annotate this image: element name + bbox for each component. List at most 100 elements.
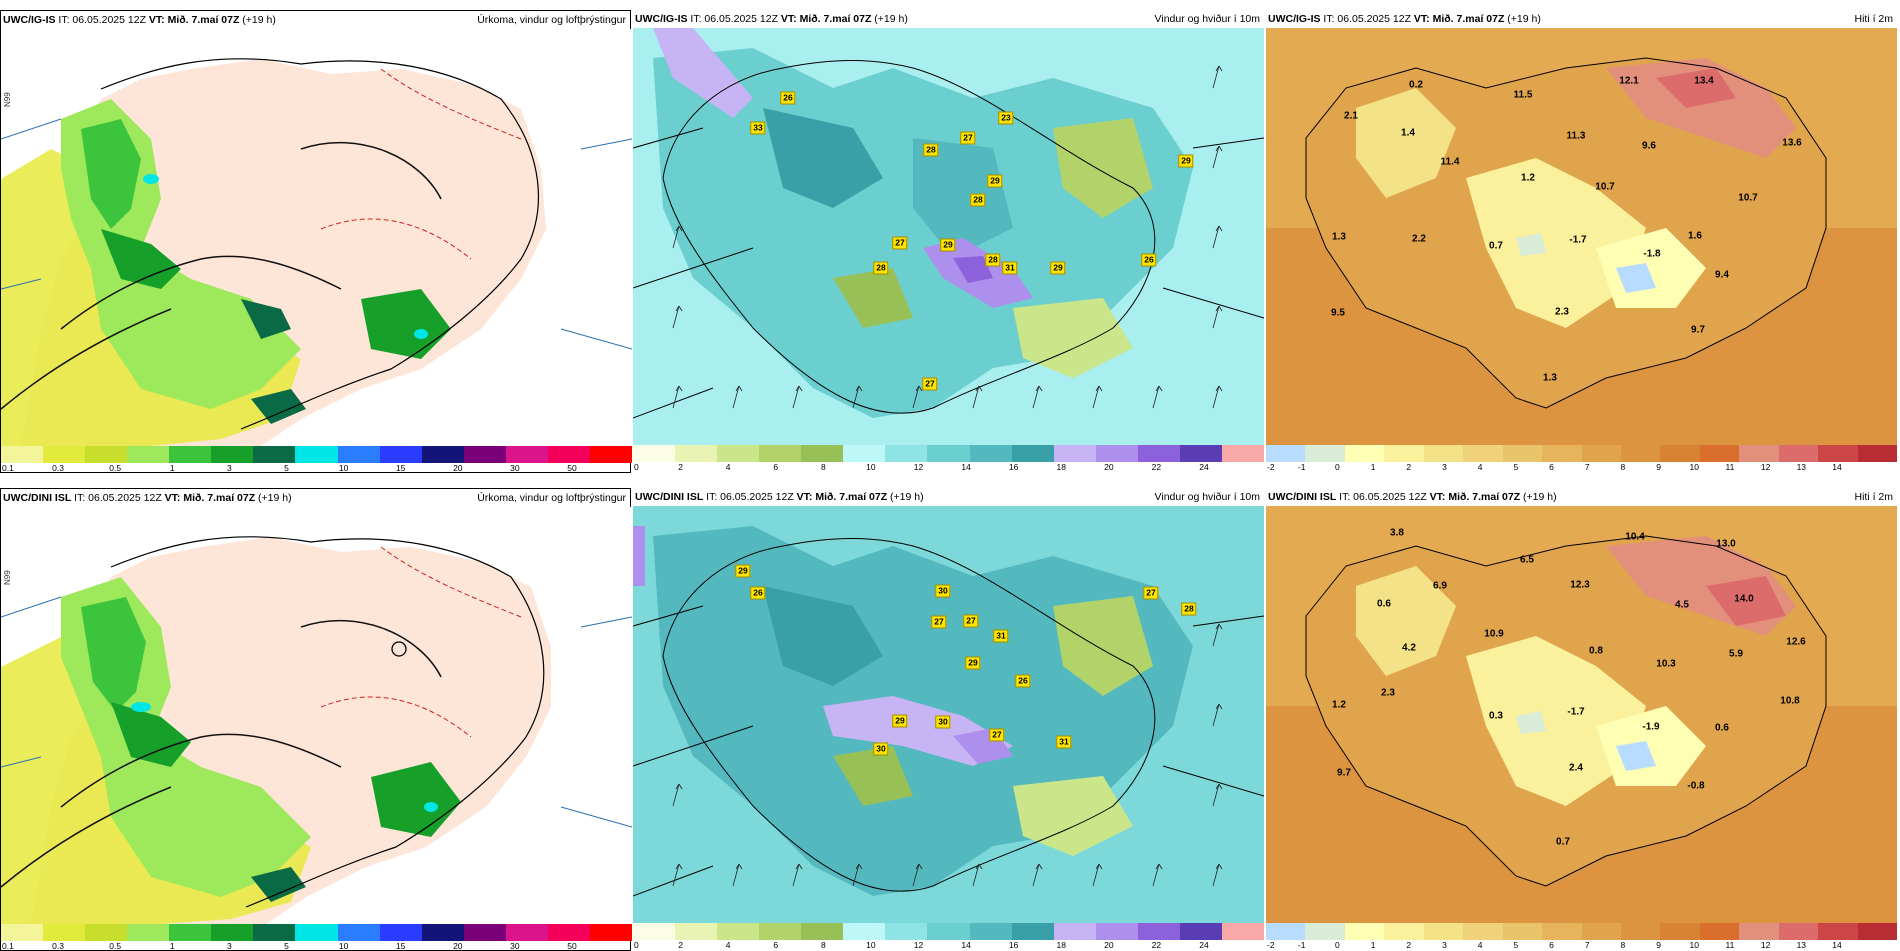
temp-label: 9.7 [1337, 767, 1351, 779]
temp-label: 1.3 [1332, 231, 1346, 243]
colorbar-tick-label: 16 [1008, 462, 1019, 472]
valid-time: Mið. 7.maí 07Z [1432, 13, 1505, 25]
colorbar-tick-label: 0 [1335, 462, 1340, 472]
colorbar-tick-label: 15 [395, 941, 406, 951]
colorbar-swatch [1344, 923, 1385, 940]
colorbar-swatch [1179, 923, 1222, 940]
valid-time: Mið. 7.maí 07Z [183, 492, 256, 504]
panel-title: Vindur og hviður í 10m [1154, 491, 1260, 503]
temp-label: 13.6 [1782, 137, 1802, 149]
colorbar-tick-label: 5 [284, 463, 289, 473]
colorbar-swatch [1266, 923, 1306, 940]
valid-time: Mið. 7.maí 07Z [1448, 491, 1521, 503]
gust-label: 29 [940, 238, 956, 252]
model-name: UWC/DINI ISL [3, 492, 72, 504]
colorbar-swatches [633, 445, 1264, 462]
panel-dini-wind: UWC/DINI ISL IT: 06.05.2025 12Z VT: Mið.… [633, 488, 1264, 951]
temp-label: 4.5 [1675, 599, 1689, 611]
colorbar-tick-label: 6 [773, 462, 779, 472]
colorbar-swatch [1053, 923, 1096, 940]
panel-header: UWC/IG-IS IT: 06.05.2025 12Z VT: Mið. 7.… [3, 13, 626, 27]
colorbar-tick-label: 2 [678, 462, 683, 472]
colorbar-tick-label: 0.1 [2, 941, 14, 951]
wind-map: 29 26 30 27 27 31 29 26 27 28 29 30 30 2… [633, 506, 1264, 923]
gust-label: 27 [989, 728, 1005, 742]
colorbar-tick-label: 4 [725, 940, 731, 950]
colorbar-swatch [675, 445, 718, 462]
colorbar-swatches [1266, 923, 1897, 940]
temp-label: 2.3 [1381, 687, 1395, 699]
temp-label: 10.4 [1625, 531, 1645, 543]
temp-label: 1.3 [1543, 372, 1557, 384]
colorbar-swatch [253, 924, 296, 941]
lead-time: (+19 h) [890, 491, 924, 503]
colorbar-swatch [1502, 923, 1543, 940]
colorbar-swatch [717, 445, 760, 462]
gust-label: 29 [965, 656, 981, 670]
temp-label: 1.2 [1521, 172, 1535, 184]
colorbar-tick-label: 0.5 [109, 941, 122, 951]
colorbar-tick-label: 10 [338, 941, 349, 951]
gust-label: 29 [735, 564, 751, 578]
valid-time: Mið. 7.maí 07Z [167, 14, 240, 26]
colorbar-tick-label: 7 [1584, 462, 1590, 472]
colorbar-tick-label: 16 [1008, 940, 1019, 950]
gust-label: 33 [750, 121, 766, 135]
colorbar-tick-label: -1 [1297, 940, 1306, 950]
lead-time: (+19 h) [242, 14, 276, 26]
colorbar-tick-label: 6 [773, 940, 779, 950]
temp-label: 11.5 [1513, 89, 1533, 101]
colorbar-swatch [295, 446, 338, 463]
colorbar-tick-label: 4 [1477, 940, 1483, 950]
colorbar-swatch [169, 446, 212, 463]
colorbar-tick-label: 4 [725, 462, 731, 472]
temp-label: 0.3 [1489, 710, 1503, 722]
temp-label: 10.9 [1484, 628, 1504, 640]
colorbar-tick-label: 10 [338, 463, 349, 473]
panel-title: Hiti í 2m [1854, 491, 1893, 503]
colorbar-swatch [1581, 923, 1621, 940]
panel-title: Vindur og hviður í 10m [1154, 13, 1260, 25]
colorbar-swatch [633, 445, 676, 462]
panel-header: UWC/IG-IS IT: 06.05.2025 12Z VT: Mið. 7.… [1268, 12, 1893, 26]
colorbar-tick-label: 8 [1620, 462, 1626, 472]
colorbar-swatch [843, 923, 886, 940]
wind-map-svg [633, 28, 1264, 445]
colorbar-tick-label: 15 [395, 463, 406, 473]
gust-label: 26 [1015, 674, 1031, 688]
model-name: UWC/IG-IS [635, 13, 688, 25]
gust-label: 28 [873, 261, 889, 275]
colorbar-swatch [759, 445, 802, 462]
colorbar-swatch [463, 446, 506, 463]
temp-label: 1.2 [1332, 699, 1346, 711]
panel-title: Úrkoma, vindur og loftþrýstingur [477, 14, 626, 26]
colorbar-tick-label: 0 [634, 940, 639, 950]
colorbar-ticks: 0 2 4 6 8 10 12 14 16 18 20 22 24 [633, 462, 1264, 472]
gust-label: 27 [892, 236, 908, 250]
colorbar-swatch [1502, 445, 1543, 462]
wind-colorbar: 0 2 4 6 8 10 12 14 16 18 20 22 24 [633, 923, 1264, 950]
panel-header: UWC/IG-IS IT: 06.05.2025 12Z VT: Mið. 7.… [635, 12, 1260, 26]
colorbar-swatch [1778, 923, 1819, 940]
colorbar-swatch [1857, 445, 1897, 462]
vt-label: VT: [1413, 13, 1430, 25]
colorbar-tick-label: 12 [913, 940, 924, 950]
colorbar-tick-label: 8 [820, 462, 826, 472]
colorbar-swatch [1699, 445, 1740, 462]
init-time: IT: 06.05.2025 12Z [1323, 13, 1411, 25]
colorbar-swatch [675, 923, 718, 940]
colorbar-swatch [43, 924, 86, 941]
colorbar-swatch [211, 446, 254, 463]
gust-label: 29 [892, 714, 908, 728]
colorbar-tick-label: 6 [1549, 940, 1554, 950]
model-name: UWC/IG-IS [3, 14, 56, 26]
colorbar-swatch [127, 924, 170, 941]
colorbar-swatch [1463, 923, 1503, 940]
gust-label: 27 [963, 614, 979, 628]
colorbar-swatch [1095, 445, 1138, 462]
gust-label: 27 [960, 131, 976, 145]
temp-label: 3.8 [1390, 527, 1404, 539]
colorbar-swatch [1660, 923, 1700, 940]
lat-label: N99 [3, 92, 12, 107]
colorbar-swatch [1137, 923, 1180, 940]
